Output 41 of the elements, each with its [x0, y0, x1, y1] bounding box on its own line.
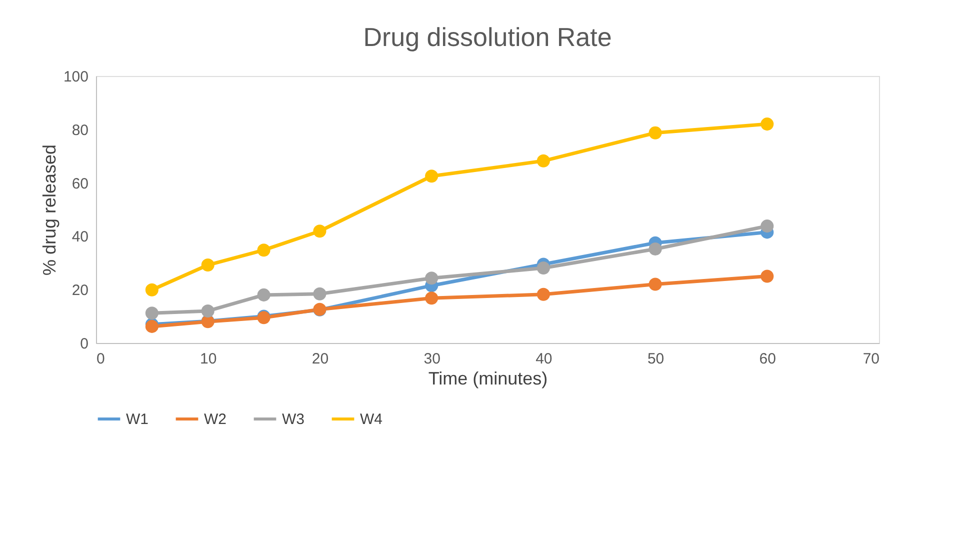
x-tick-label: 70 — [862, 350, 880, 368]
y-tick-label: 100 — [63, 68, 88, 86]
point — [760, 118, 774, 131]
legend-label: W4 — [360, 411, 382, 428]
legend-label: W1 — [126, 411, 148, 428]
point — [313, 287, 326, 300]
y-tick-label: 0 — [80, 336, 88, 352]
point — [145, 283, 158, 296]
point — [201, 258, 214, 272]
point — [425, 170, 438, 183]
x-tick-label: 30 — [424, 350, 440, 368]
point — [257, 244, 270, 257]
legend-label: W2 — [204, 411, 226, 428]
point — [536, 154, 550, 168]
point — [313, 224, 326, 238]
point — [425, 292, 438, 305]
y-axis-title: % drug released — [39, 144, 60, 276]
point — [648, 242, 662, 256]
point — [760, 220, 774, 233]
point — [760, 270, 774, 283]
x-tick-label: 0 — [96, 350, 105, 368]
x-axis-title: Time (minutes) — [428, 368, 548, 388]
chart-title: Drug dissolution Rate — [363, 22, 612, 52]
x-tick-label: 40 — [536, 350, 552, 368]
point — [257, 288, 270, 302]
y-tick-label: 20 — [72, 282, 88, 300]
y-tick-label: 40 — [72, 228, 88, 246]
legend-label: W3 — [282, 411, 304, 428]
point — [425, 272, 438, 285]
x-tick-label: 50 — [647, 350, 664, 368]
point — [648, 278, 662, 291]
y-tick-label: 60 — [72, 175, 88, 192]
x-tick-label: 60 — [759, 350, 776, 368]
x-tick-label: 20 — [312, 350, 329, 368]
point — [201, 304, 214, 318]
point — [536, 288, 550, 301]
point — [536, 261, 550, 274]
y-tick-label: 80 — [72, 122, 88, 139]
point — [145, 306, 158, 320]
point — [648, 126, 662, 140]
x-tick-label: 10 — [200, 350, 217, 368]
